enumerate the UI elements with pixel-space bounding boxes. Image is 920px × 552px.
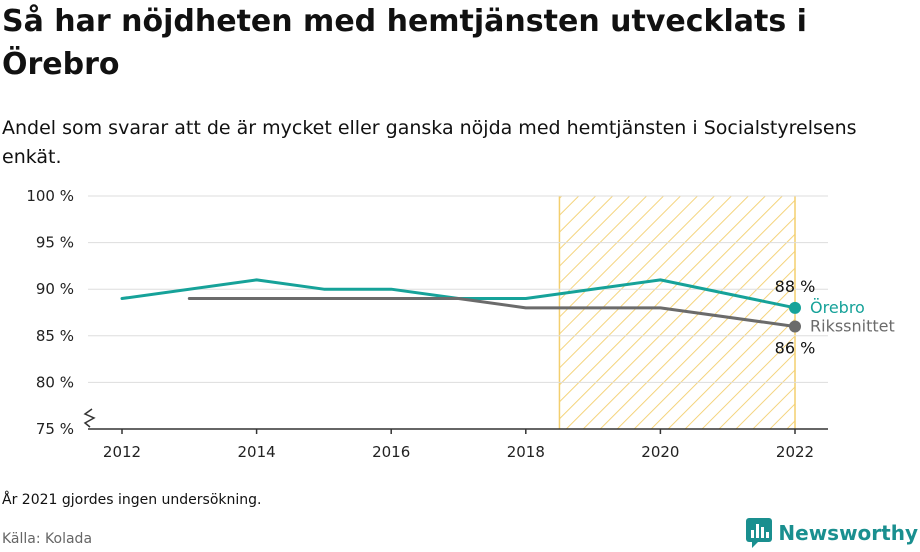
y-tick-label: 85 % bbox=[36, 327, 74, 345]
x-tick-label: 2012 bbox=[103, 443, 141, 461]
x-tick-label: 2022 bbox=[776, 443, 814, 461]
series-endpoint bbox=[789, 301, 801, 314]
line-chart: 75 % 80 % 85 % 90 % 95 % 100 % 2012 2014 2016 201… bbox=[26, 187, 895, 461]
axis-break-icon bbox=[83, 408, 96, 428]
y-tick-label: 80 % bbox=[36, 373, 74, 391]
y-tick-label: 95 % bbox=[36, 234, 74, 252]
chart-subtitle: Andel som svarar att de är mycket eller … bbox=[2, 117, 857, 168]
source-credit: Källa: Kolada bbox=[2, 531, 93, 547]
series-name-label: Rikssnittet bbox=[810, 316, 895, 335]
x-tick-label: 2014 bbox=[238, 443, 276, 461]
brand-logo: Newsworthy bbox=[746, 518, 918, 548]
data-label: 88 % bbox=[775, 277, 816, 296]
y-tick-label: 90 % bbox=[36, 280, 74, 298]
data-label: 86 % bbox=[775, 338, 816, 357]
x-tick-label: 2016 bbox=[372, 443, 410, 461]
series-endpoint bbox=[789, 320, 801, 333]
y-tick-label: 75 % bbox=[36, 420, 74, 438]
series-line-riks bbox=[187, 297, 797, 328]
highlight-band bbox=[559, 196, 795, 429]
series-line-orebro bbox=[120, 278, 797, 310]
y-tick-label: 100 % bbox=[26, 187, 74, 205]
footnote: År 2021 gjordes ingen undersökning. bbox=[2, 492, 262, 508]
x-tick-label: 2020 bbox=[641, 443, 679, 461]
series-name-label: Örebro bbox=[810, 298, 865, 317]
newsworthy-logo-icon bbox=[746, 518, 773, 548]
x-tick-label: 2018 bbox=[507, 443, 545, 461]
chart-title: Så har nöjdheten med hemtjänsten utveckl… bbox=[2, 4, 807, 82]
brand-name: Newsworthy bbox=[778, 521, 918, 545]
